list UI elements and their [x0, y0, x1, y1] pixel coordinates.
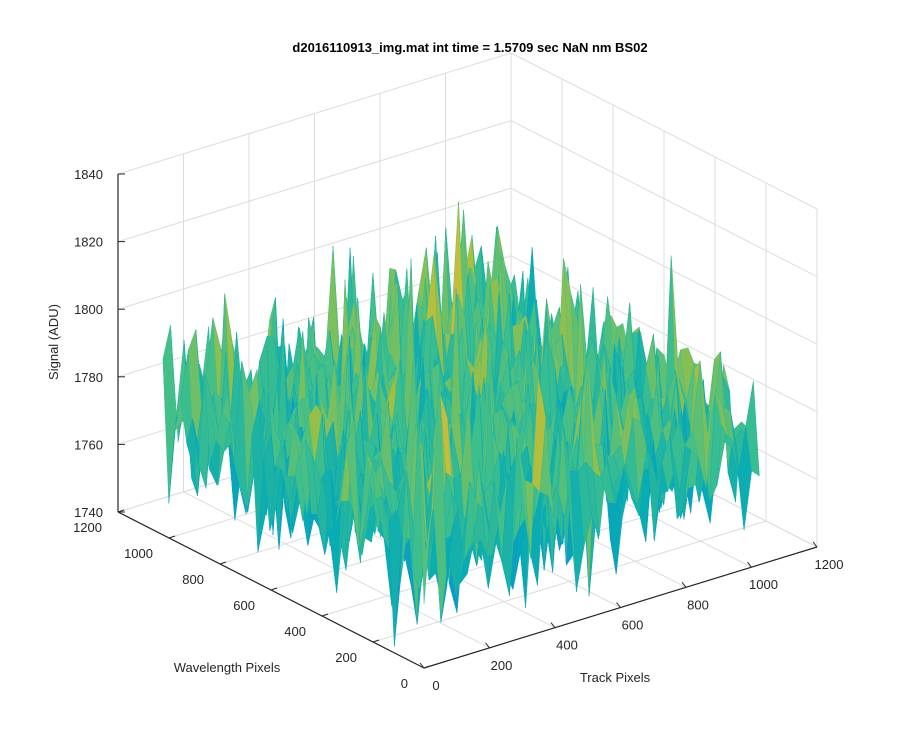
x-tick-label: 0: [432, 678, 439, 693]
y-tick-label: 800: [182, 572, 204, 587]
y-tick-label: 400: [284, 624, 306, 639]
side-wall-gridline-z: [510, 187, 818, 345]
signal-surface: [162, 201, 760, 647]
x-axis-label: Track Pixels: [580, 670, 651, 685]
x-tick-label: 1200: [815, 557, 844, 572]
z-tick-label: 1780: [74, 370, 103, 385]
x-tick-label: 200: [491, 658, 513, 673]
x-tick: [419, 662, 425, 669]
x-tick: [747, 561, 752, 568]
y-tick: [423, 665, 431, 669]
x-tick-label: 400: [556, 638, 578, 653]
z-tick-label: 1820: [74, 235, 103, 250]
x-tick: [485, 642, 490, 649]
y-tick-label: 200: [335, 650, 357, 665]
x-tick: [681, 582, 687, 588]
back-wall-gridline-z: [117, 120, 512, 243]
side-wall-gridline-z: [510, 255, 818, 413]
side-wall-gridline-z: [510, 52, 818, 210]
z-tick-label: 1800: [74, 302, 103, 317]
chart-title: d2016110913_img.mat int time = 1.5709 se…: [292, 40, 647, 55]
floor-gridline-y: [372, 520, 767, 643]
y-tick-label: 1200: [73, 520, 102, 535]
axes-ticks: 0 200 400 600 800 1000 1200 0 200 400 600 800 1000 12…: [73, 167, 843, 693]
z-axis-label: Signal (ADU): [46, 304, 61, 380]
surface-patch: [745, 380, 760, 477]
z-tick-label: 1740: [74, 505, 103, 520]
y-axis-label: Wavelength Pixels: [174, 660, 281, 675]
y-tick: [321, 613, 329, 617]
surface-patch: [162, 324, 177, 504]
back-wall-gridline-z: [117, 52, 512, 175]
side-wall-gridline-z: [510, 120, 818, 278]
y-tick: [219, 561, 227, 565]
x-tick: [616, 602, 621, 608]
y-tick: [372, 639, 380, 643]
z-tick-label: 1760: [74, 437, 103, 452]
back-wall-gridline-z: [117, 187, 512, 310]
z-tick-label: 1840: [74, 167, 103, 182]
y-tick-label: 0: [401, 676, 408, 691]
x-tick: [550, 622, 556, 628]
y-tick: [270, 587, 278, 591]
y-tick-label: 1000: [124, 546, 153, 561]
x-tick-label: 600: [622, 618, 644, 633]
y-tick: [168, 535, 176, 539]
y-tick-label: 600: [233, 598, 255, 613]
x-tick-label: 1000: [749, 577, 778, 592]
x-tick-label: 800: [687, 597, 709, 612]
x-tick: [812, 541, 818, 548]
